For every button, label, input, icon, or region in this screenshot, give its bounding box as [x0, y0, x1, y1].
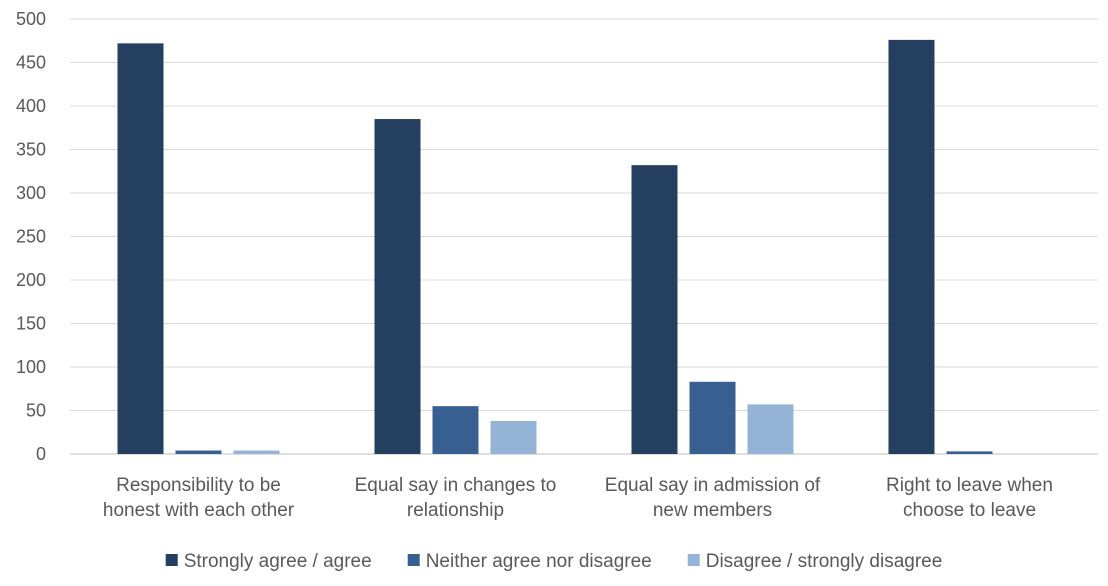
bar-3-1	[233, 450, 280, 454]
legend-swatch	[165, 554, 178, 566]
x-tick-label: Equal say in changes to relationship	[355, 475, 557, 521]
legend-item: Strongly agree / agree	[165, 551, 372, 572]
legend-swatch	[687, 554, 700, 566]
y-tick-label: 350	[16, 140, 46, 160]
y-tick-label: 0	[36, 444, 46, 464]
legend-swatch	[407, 554, 420, 566]
bar-1-1	[117, 43, 164, 455]
bar-3-2	[490, 420, 537, 454]
bar-1-3	[631, 165, 678, 454]
x-axis-labels: Responsibility to be honest with each oth…	[103, 475, 1053, 521]
bar-2-1	[175, 450, 222, 454]
y-tick-label: 100	[16, 357, 46, 377]
y-tick-label: 200	[16, 270, 46, 290]
gridlines	[70, 18, 1098, 455]
x-tick-label: Right to leave when choose to leave	[886, 475, 1053, 521]
legend-item: Disagree / strongly disagree	[687, 551, 943, 572]
legend: Strongly agree / agree Neither agree nor …	[165, 551, 943, 572]
x-tick-label: Responsibility to be honest with each oth…	[103, 475, 295, 521]
legend-label: Neither agree nor disagree	[426, 551, 652, 572]
legend-item: Neither agree nor disagree	[407, 551, 652, 572]
x-tick-label: Equal say in admission of new members	[605, 475, 821, 521]
y-tick-label: 300	[16, 183, 46, 203]
bar-1-4	[888, 39, 935, 454]
bar-3-3	[747, 404, 794, 454]
bar-1-2	[374, 119, 421, 455]
y-tick-label: 450	[16, 53, 46, 73]
bar-2-4	[946, 451, 993, 454]
legend-label: Disagree / strongly disagree	[706, 551, 943, 572]
bar-2-3	[689, 381, 736, 454]
y-tick-label: 500	[16, 9, 46, 29]
y-tick-label: 400	[16, 96, 46, 116]
bars	[117, 39, 993, 455]
y-axis-ticks: 0 50 100 150 200 250 300 350 400 450 500	[16, 9, 46, 464]
legend-label: Strongly agree / agree	[184, 551, 372, 572]
y-tick-label: 50	[26, 401, 46, 421]
y-tick-label: 150	[16, 314, 46, 334]
y-tick-label: 250	[16, 227, 46, 247]
bar-2-2	[432, 406, 479, 454]
